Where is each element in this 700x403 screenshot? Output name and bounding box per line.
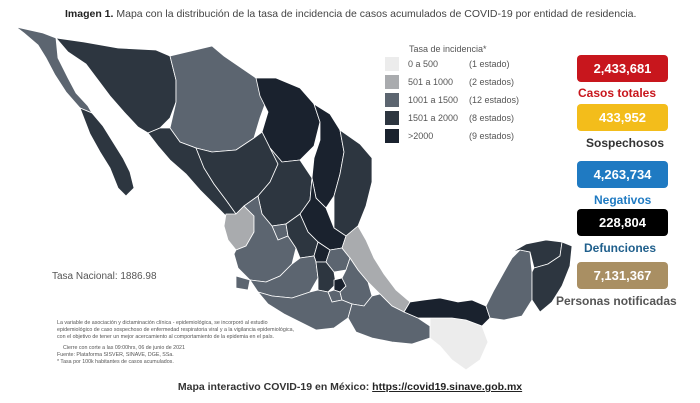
legend-swatch bbox=[385, 93, 399, 107]
note-line: Fuente: Plataforma SISVER, SINAVE, DGE, … bbox=[57, 352, 174, 358]
legend-range: 0 a 500 bbox=[408, 59, 439, 69]
caption-prefix: Imagen 1. bbox=[65, 8, 114, 20]
stat-value-defunciones: 228,804 bbox=[577, 209, 668, 236]
legend-count: (2 estados) bbox=[469, 77, 515, 87]
legend-swatch bbox=[385, 57, 399, 71]
stat-label-personas-notificadas: Personas notificadas bbox=[556, 294, 677, 308]
footer: Mapa interactivo COVID-19 en México: htt… bbox=[0, 381, 700, 393]
legend-range: 1001 a 1500 bbox=[408, 95, 459, 105]
stat-label-sospechosos: Sospechosos bbox=[586, 136, 665, 150]
legend-item: 0 a 500 (1 estado) bbox=[385, 57, 515, 71]
legend-item: 501 a 1000 (2 estados) bbox=[385, 75, 515, 89]
footer-link[interactable]: https://covid19.sinave.gob.mx bbox=[372, 381, 523, 393]
caption-text: Mapa con la distribución de la tasa de i… bbox=[116, 8, 637, 20]
methodology-notes: La variable de asociación y dictaminació… bbox=[57, 320, 327, 366]
state-sonora[interactable] bbox=[55, 37, 177, 134]
stat-value-personas-notificadas: 7,131,367 bbox=[577, 262, 668, 289]
state-mexico[interactable] bbox=[315, 261, 337, 293]
stat-label-defunciones: Defunciones bbox=[584, 241, 657, 255]
legend-count: (1 estado) bbox=[469, 59, 510, 69]
state-quintana-roo[interactable] bbox=[531, 241, 573, 313]
legend-count: (9 estados) bbox=[469, 131, 515, 141]
state-colima[interactable] bbox=[235, 275, 251, 291]
legend-swatch bbox=[385, 75, 399, 89]
footer-text: Mapa interactivo COVID-19 en México: bbox=[177, 381, 370, 393]
legend-range: 1501 a 2000 bbox=[408, 113, 459, 123]
stat-label-casos-totales: Casos totales bbox=[578, 86, 657, 100]
note-line: con el objetivo de tener un mejor acerca… bbox=[57, 334, 275, 340]
legend-count: (12 estados) bbox=[469, 95, 520, 105]
legend-swatch bbox=[385, 111, 399, 125]
tasa-nacional: Tasa Nacional: 1886.98 bbox=[52, 271, 157, 282]
state-chihuahua[interactable] bbox=[169, 45, 269, 153]
state-campeche[interactable] bbox=[485, 249, 533, 321]
stat-label-negativos: Negativos bbox=[594, 193, 652, 207]
stat-value-negativos: 4,263,734 bbox=[577, 161, 668, 188]
note-line: * Tasa por 100k habitantes de casos acum… bbox=[57, 359, 174, 365]
note-line: Cierre con corte a las 09:00hrs, 06 de j… bbox=[63, 345, 185, 351]
legend-item: 1501 a 2000 (8 estados) bbox=[385, 111, 515, 125]
state-baja-california-sur[interactable] bbox=[79, 107, 135, 197]
stat-value-sospechosos: 433,952 bbox=[577, 104, 668, 131]
note-line: epidemiológico de caso sospechoso de enf… bbox=[57, 327, 295, 333]
state-tabasco[interactable] bbox=[403, 297, 491, 327]
legend-range: >2000 bbox=[408, 131, 434, 141]
legend-range: 501 a 1000 bbox=[408, 77, 454, 87]
legend-item: 1001 a 1500 (12 estados) bbox=[385, 93, 519, 107]
legend-item: >2000 (9 estados) bbox=[385, 129, 515, 143]
note-line: La variable de asociación y dictaminació… bbox=[57, 320, 268, 326]
legend-swatch bbox=[385, 129, 399, 143]
map-caption: Imagen 1. Mapa con la distribución de la… bbox=[65, 8, 636, 20]
stat-value-casos-totales: 2,433,681 bbox=[577, 55, 668, 82]
state-guerrero[interactable] bbox=[256, 289, 353, 331]
legend-title: Tasa de incidencia* bbox=[409, 44, 487, 54]
state-baja-california[interactable] bbox=[15, 26, 93, 114]
state-chiapas[interactable] bbox=[429, 317, 489, 371]
legend-count: (8 estados) bbox=[469, 113, 515, 123]
